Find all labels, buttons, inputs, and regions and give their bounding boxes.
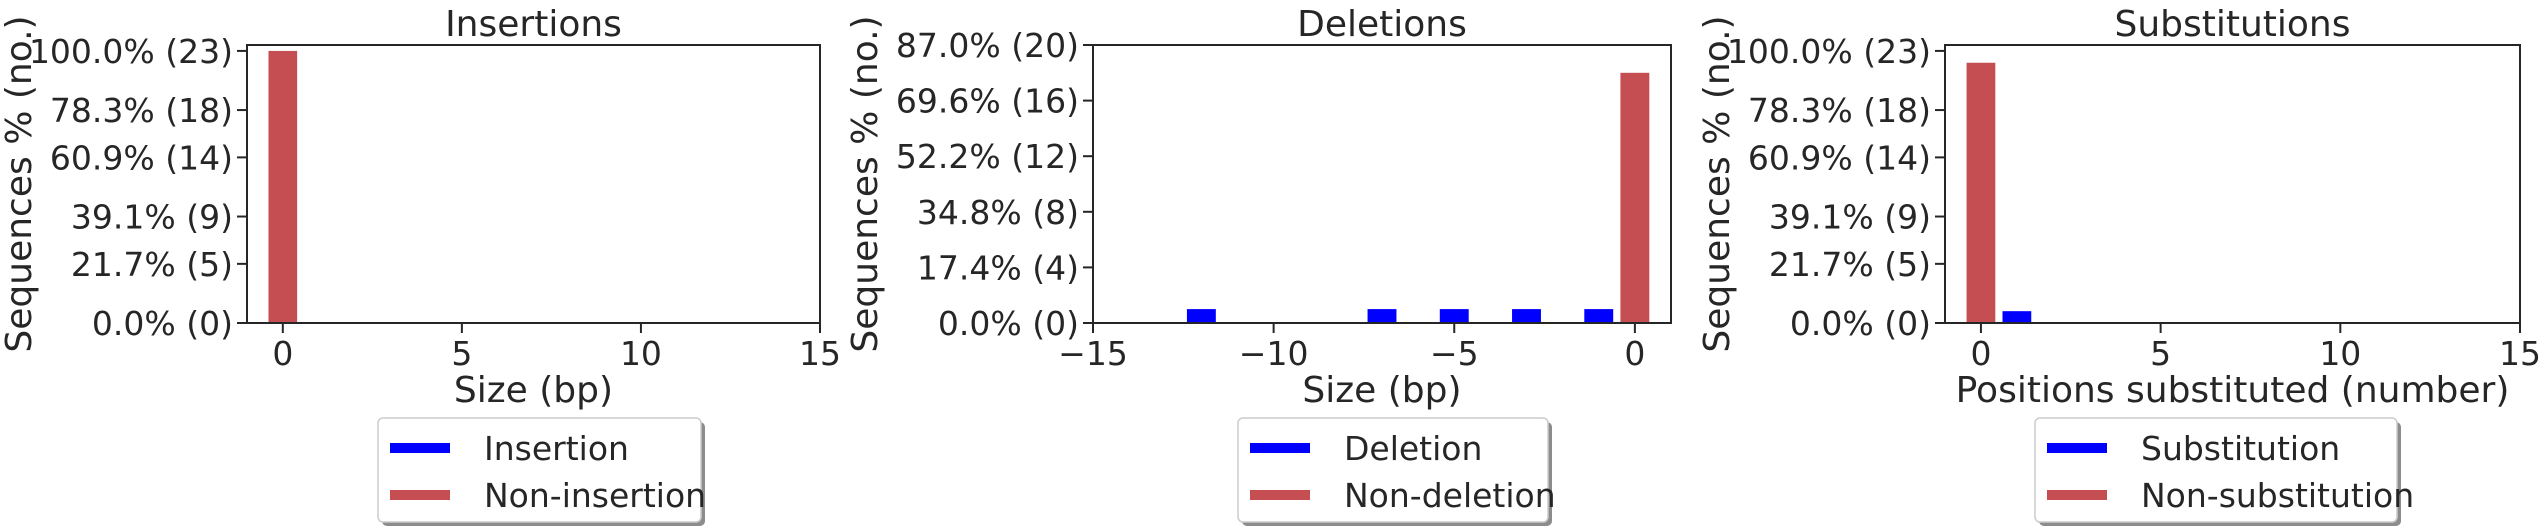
bar-deletion-1 [1367, 309, 1397, 323]
bar-non-insertion-0 [268, 50, 298, 324]
x-tick-label: −5 [1430, 334, 1479, 373]
legend-box [2034, 417, 2398, 523]
x-tick-label: −15 [1058, 334, 1128, 373]
y-tick-label: 60.9% (14) [50, 138, 233, 177]
legend: Substitution Non-substitution [2034, 417, 2414, 526]
x-tick-label: 10 [2319, 334, 2361, 373]
y-tick-label: 17.4% (4) [917, 248, 1079, 287]
x-tick-label: 15 [799, 334, 841, 373]
legend-label: Deletion [1344, 429, 1482, 468]
legend-label: Non-insertion [484, 476, 706, 515]
x-tick-label: −10 [1239, 334, 1309, 373]
legend-label: Insertion [484, 429, 629, 468]
y-tick-label: 39.1% (9) [71, 198, 233, 237]
y-axis-label: Sequences % (no.) [1697, 15, 1738, 352]
y-tick-label: 87.0% (20) [896, 26, 1079, 65]
y-tick-label: 52.2% (12) [896, 137, 1079, 176]
chart-title: Substitutions [2114, 4, 2350, 45]
bar-deletion-4 [1584, 309, 1614, 323]
y-tick-label: 21.7% (5) [1769, 245, 1931, 284]
x-axis-label: Size (bp) [454, 370, 613, 411]
legend: Deletion Non-deletion [1237, 417, 1556, 526]
chart-panel-3: 0 5 10 15 0.0% (0) 21.7% (5) 39.1% (9) 60.9% (1… [1697, 4, 2540, 526]
y-tick-label: 69.6% (16) [896, 82, 1079, 121]
plot-frame [246, 44, 821, 324]
y-tick-label: 60.9% (14) [1748, 138, 1931, 177]
legend-box [377, 417, 702, 523]
plot-frame [1944, 44, 2521, 324]
y-axis-label: Sequences % (no.) [0, 15, 40, 352]
plot-frame [1092, 44, 1672, 324]
x-tick-label: 0 [1970, 334, 1991, 373]
bar-non-deletion-0 [1620, 72, 1650, 323]
x-tick-label: 0 [272, 334, 293, 373]
bar-non-substitution-0 [1966, 62, 1996, 323]
y-tick-label: 100.0% (23) [1727, 32, 1931, 71]
chart-panel-1: 0 5 10 15 0.0% (0) 21.7% (5) 39.1% (9) 60.9% (1… [0, 4, 841, 526]
chart-title: Insertions [445, 4, 622, 45]
bar-substitution-0 [2002, 311, 2032, 323]
y-tick-label: 21.7% (5) [71, 245, 233, 284]
x-tick-label: 15 [2499, 334, 2540, 373]
legend-box [1237, 417, 1549, 523]
y-tick-label: 78.3% (18) [1748, 91, 1931, 130]
y-tick-label: 78.3% (18) [50, 91, 233, 130]
x-tick-label: 10 [620, 334, 662, 373]
x-axis-label: Size (bp) [1302, 370, 1461, 411]
legend-label: Non-deletion [1344, 476, 1556, 515]
y-tick-label: 0.0% (0) [92, 304, 233, 343]
legend-label: Substitution [2141, 429, 2340, 468]
legend: Insertion Non-insertion [377, 417, 706, 526]
y-tick-label: 0.0% (0) [938, 304, 1079, 343]
y-tick-label: 100.0% (23) [29, 32, 233, 71]
y-tick-label: 39.1% (9) [1769, 198, 1931, 237]
x-tick-label: 5 [2150, 334, 2171, 373]
bar-deletion-0 [1186, 309, 1216, 323]
bar-deletion-2 [1439, 309, 1469, 323]
bar-deletion-3 [1512, 309, 1541, 323]
x-axis-label: Positions substituted (number) [1956, 370, 2510, 411]
x-tick-label: 0 [1624, 334, 1645, 373]
y-axis-label: Sequences % (no.) [845, 15, 886, 352]
y-tick-label: 34.8% (8) [917, 193, 1079, 232]
x-tick-label: 5 [451, 334, 472, 373]
chart-panel-2: −15 −10 −5 0 0.0% (0) 17.4% (4) 34.8% (8) 52.2%… [845, 4, 1672, 526]
legend-label: Non-substitution [2141, 476, 2414, 515]
y-tick-label: 0.0% (0) [1790, 304, 1931, 343]
chart-title: Deletions [1297, 4, 1467, 45]
